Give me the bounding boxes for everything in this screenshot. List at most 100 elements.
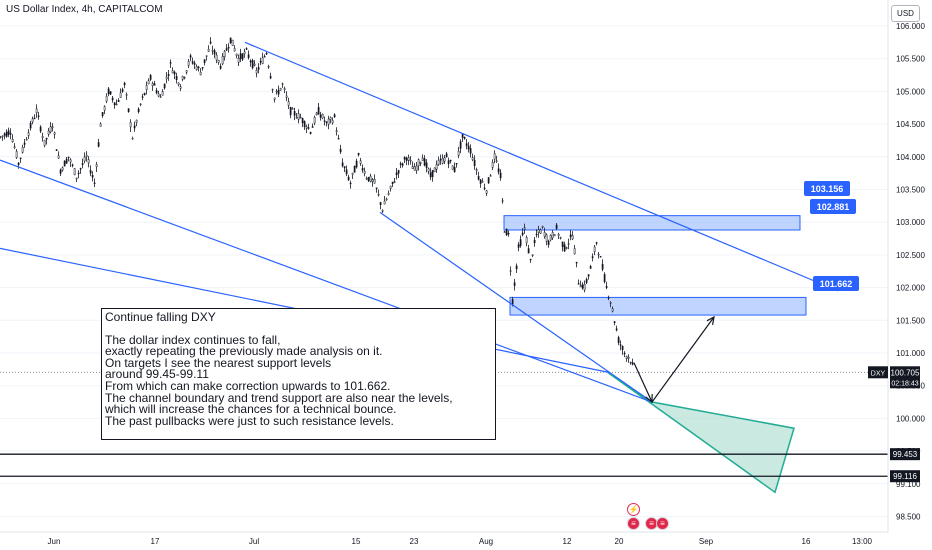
candle-body bbox=[135, 119, 138, 123]
candle-body bbox=[247, 54, 250, 58]
candle-body bbox=[181, 75, 184, 80]
note-line: around 99.45-99.11 bbox=[105, 367, 209, 382]
level-price-label: 99.116 bbox=[893, 472, 917, 481]
candle-body bbox=[275, 90, 278, 93]
candle-body bbox=[437, 160, 440, 165]
candle-body bbox=[577, 283, 580, 285]
candle-body bbox=[333, 114, 336, 118]
lightning-icon[interactable]: ⚡ bbox=[627, 503, 640, 516]
candle-body bbox=[121, 89, 124, 92]
candle-body bbox=[139, 103, 142, 106]
candle-body bbox=[595, 242, 598, 244]
candle-body bbox=[443, 157, 446, 162]
note-line: The dollar index continues to fall, bbox=[105, 332, 281, 347]
candle-body bbox=[337, 138, 340, 140]
candle-body bbox=[1, 135, 4, 137]
time-tick-label: 13:00 bbox=[852, 537, 873, 546]
candle-body bbox=[603, 274, 606, 282]
candle-body bbox=[309, 132, 312, 134]
candle-body bbox=[273, 97, 276, 100]
candle-body bbox=[61, 167, 64, 171]
candle-body bbox=[33, 117, 36, 120]
note-line: exactly repeating the previously made an… bbox=[105, 344, 383, 359]
candle-body bbox=[237, 57, 240, 63]
zone-price-label: 101.662 bbox=[820, 279, 853, 289]
candle-body bbox=[163, 83, 166, 89]
candle-body bbox=[415, 165, 418, 171]
candle-body bbox=[235, 53, 238, 56]
candle-body bbox=[627, 356, 630, 359]
candle-body bbox=[101, 112, 104, 117]
price-tick-label: 102.000 bbox=[896, 284, 925, 293]
candle-body bbox=[293, 111, 296, 116]
trend-line bbox=[379, 211, 653, 403]
candle-body bbox=[321, 114, 324, 119]
candle-body bbox=[97, 142, 100, 147]
candle-body bbox=[413, 166, 416, 171]
candle-body bbox=[387, 192, 390, 195]
us-flag-icon[interactable]: ≡ bbox=[627, 517, 640, 530]
candle-body bbox=[493, 153, 496, 160]
candle-body bbox=[423, 158, 426, 166]
candle-body bbox=[393, 181, 396, 183]
candle-body bbox=[517, 244, 520, 248]
candle-body bbox=[573, 248, 576, 255]
candle-body bbox=[591, 256, 594, 259]
candle-body bbox=[535, 233, 538, 236]
candle-body bbox=[83, 156, 86, 162]
candle-body bbox=[585, 279, 588, 283]
candle-body bbox=[323, 120, 326, 122]
candle-body bbox=[137, 108, 140, 113]
candle-body bbox=[147, 80, 150, 85]
candle-body bbox=[335, 130, 338, 133]
candle-body bbox=[571, 235, 574, 240]
candle-body bbox=[85, 154, 88, 158]
candle-body bbox=[19, 157, 22, 160]
analysis-note[interactable]: Continue falling DXY The dollar index co… bbox=[101, 308, 496, 440]
candle-body bbox=[79, 168, 82, 170]
currency-button[interactable]: USD bbox=[891, 5, 920, 22]
candle-body bbox=[81, 163, 84, 165]
candle-body bbox=[291, 108, 294, 110]
candle-body bbox=[251, 60, 254, 69]
candle-body bbox=[471, 157, 474, 160]
last-price-label: 100.705 bbox=[891, 368, 920, 377]
candle-body bbox=[509, 270, 512, 272]
candle-body bbox=[377, 194, 380, 196]
price-tick-label: 103.000 bbox=[896, 218, 925, 227]
time-tick-label: 15 bbox=[352, 537, 361, 546]
candle-body bbox=[369, 175, 372, 182]
note-line: The channel boundary and trend support a… bbox=[105, 390, 453, 405]
note-title: Continue falling DXY bbox=[105, 310, 216, 324]
candle-body bbox=[27, 132, 30, 136]
symbol-label: DXY bbox=[871, 370, 886, 377]
candle-body bbox=[297, 113, 300, 120]
candle-body bbox=[319, 114, 322, 118]
candle-body bbox=[45, 137, 48, 140]
candle-body bbox=[69, 159, 72, 163]
zone-price-label: 103.156 bbox=[811, 184, 844, 194]
candle-body bbox=[581, 284, 584, 289]
candle-body bbox=[7, 130, 10, 135]
candle-body bbox=[105, 96, 108, 102]
candle-body bbox=[219, 65, 222, 69]
candle-body bbox=[519, 239, 522, 246]
candle-body bbox=[485, 190, 488, 194]
us-flag-icon[interactable]: ≡ bbox=[656, 517, 669, 530]
candle-body bbox=[93, 182, 96, 184]
candle-body bbox=[501, 200, 504, 202]
price-tick-label: 105.000 bbox=[896, 87, 925, 96]
note-line: The past pullbacks were just to such res… bbox=[105, 413, 394, 428]
candle-body bbox=[295, 116, 298, 119]
candle-body bbox=[173, 71, 176, 75]
candle-body bbox=[607, 297, 610, 299]
candle-body bbox=[341, 162, 344, 167]
candle-body bbox=[287, 101, 290, 106]
candle-body bbox=[629, 361, 632, 364]
candle-body bbox=[261, 57, 264, 64]
candle-body bbox=[453, 167, 456, 173]
candle-body bbox=[489, 175, 492, 177]
zone-price-tag bbox=[810, 199, 856, 214]
candle-body bbox=[231, 39, 234, 46]
